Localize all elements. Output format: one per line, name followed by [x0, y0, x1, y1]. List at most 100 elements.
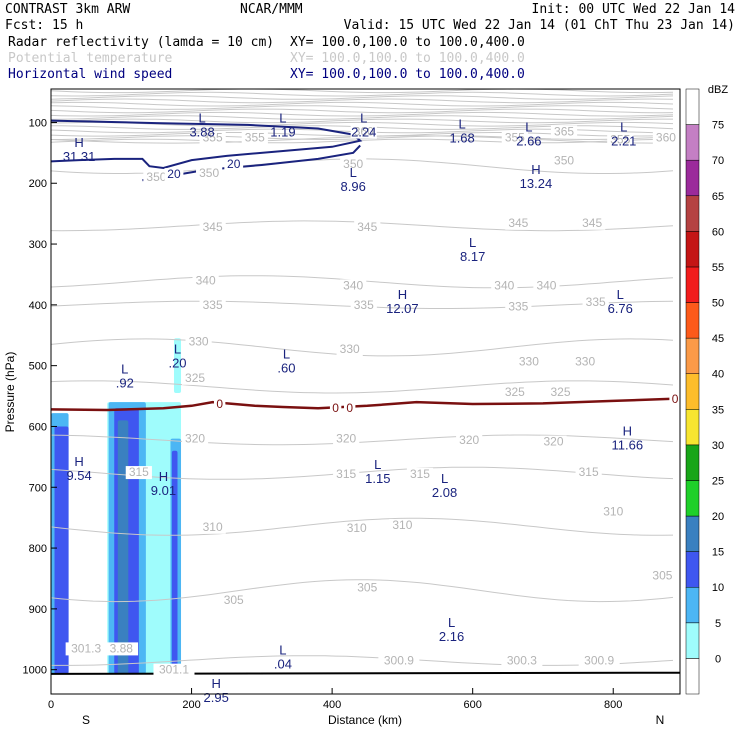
theta-contour-label: 325: [185, 371, 205, 385]
theta-contour-label: 305: [652, 568, 672, 582]
forecast-label: Fcst:: [5, 18, 44, 33]
field-name-reflectivity: Radar reflectivity (lamda = 10 cm): [8, 35, 274, 50]
colorbar-label: 75: [712, 120, 724, 132]
wind-extremum-value: 1.19: [270, 124, 295, 139]
theta-contour-line: [51, 655, 674, 666]
field-name-wind: Horizontal wind speed: [8, 67, 172, 82]
field-xy-reflectivity: XY= 100.0,100.0 to 100.0,400.0: [290, 35, 525, 50]
theta-contour-label: 320: [185, 432, 205, 446]
theta-contour-label-bg: [220, 593, 247, 607]
theta-contour-line: [51, 89, 674, 94]
colorbar-swatch: [685, 124, 700, 161]
wind-extremum-type: L: [459, 117, 466, 132]
theta-contour-label: 315: [336, 467, 356, 481]
theta-contour-label: 330: [340, 342, 360, 356]
theta-contour-label: 300.9: [584, 654, 614, 668]
init-time: Init: 00 UTC Wed 22 Jan 14: [532, 2, 736, 17]
wind-extremum-value: .92: [116, 376, 134, 391]
theta-contour-label-bg: [125, 466, 152, 480]
wind-extremum-type: L: [360, 110, 367, 125]
wind-isotach-line: [51, 119, 363, 170]
wind-contour-label: 20: [227, 157, 241, 171]
colorbar-swatch: [685, 622, 700, 659]
wind-extremum-value: .60: [277, 360, 295, 375]
theta-contour-line: [51, 101, 674, 107]
field-xy-theta: XY= 100.0,100.0 to 100.0,400.0: [290, 51, 525, 66]
theta-contour-label: 350: [199, 166, 219, 180]
theta-contour-line: [51, 115, 674, 120]
theta-contour-label: 330: [519, 354, 539, 368]
wind-extremum-type: L: [525, 120, 532, 135]
theta-contour-line: [51, 466, 674, 480]
ground-surface-line: [51, 671, 680, 675]
theta-contour-label: 340: [196, 274, 216, 288]
theta-contour-line: [51, 434, 674, 446]
theta-contour-label: 355: [203, 131, 223, 145]
theta-contour-label-bg: [547, 385, 574, 399]
colorbar-label: 5: [715, 618, 721, 630]
theta-contour-label: 340: [343, 278, 363, 292]
wind-extremum-value: 8.96: [341, 179, 366, 194]
theta-contour-label-bg: [575, 466, 602, 480]
wind-extremum-type: L: [198, 110, 205, 125]
theta-contour-label: 300.9: [384, 654, 414, 668]
wind-extremum-value: 2.24: [351, 124, 376, 139]
field-xy-wind: XY= 100.0,100.0 to 100.0,400.0: [290, 67, 525, 82]
theta-contour-label: 355: [610, 132, 630, 146]
dbz-colorbar: dBZ 0 5 10 15 20 25 30 35 40 45 50 55 60 65 70 75: [685, 84, 728, 695]
wind-extremum-type: H: [159, 469, 168, 484]
theta-contour-label-bg: [456, 433, 483, 447]
theta-contour-label-bg: [199, 131, 226, 145]
forecast-hour: 15 h: [52, 18, 83, 33]
wind-extremum-type: H: [211, 676, 220, 691]
theta-contour-label: 330: [575, 354, 595, 368]
colorbar-label: 70: [712, 155, 724, 167]
theta-contour-line: [51, 138, 674, 144]
wind-extremum-type: L: [279, 642, 286, 657]
freezing-level-label: 0: [346, 401, 353, 415]
y-tick-label: 900: [29, 604, 47, 616]
wind-extremum-value: 2.66: [516, 134, 541, 149]
wind-extremum-type: H: [398, 287, 407, 302]
colorbar-swatch: [685, 195, 700, 232]
colorbar-swatch: [685, 515, 700, 552]
theta-contour-label: 335: [586, 295, 606, 309]
theta-contour-label-bg: [354, 221, 381, 235]
theta-contour-label-bg: [343, 522, 370, 536]
wind-extremum-value: 31.31: [63, 149, 96, 164]
y-axis-label: Pressure (hPa): [3, 352, 17, 433]
colorbar-label: 0: [715, 653, 721, 665]
wind-extremum-type: H: [74, 135, 83, 150]
theta-contour-label-bg: [153, 663, 195, 677]
theta-contour-label-bg: [515, 355, 542, 369]
freezing-level-label-bg: [213, 397, 226, 411]
x-tick-label: 800: [604, 699, 622, 711]
theta-contour-label: 355: [245, 131, 265, 145]
wind-extremum-value: 1.15: [365, 471, 390, 486]
theta-contour-line: [51, 118, 673, 124]
theta-contour-label-bg: [350, 125, 377, 139]
field-labels: 355 355 360 355 365 355 360 350 350 350 350 345 345 3…: [63, 110, 681, 705]
theta-contour-label-bg: [550, 125, 578, 139]
theta-contour-label-bg: [578, 654, 620, 668]
reflectivity-column: [117, 420, 129, 674]
colorbar-swatch: [685, 551, 700, 588]
theta-contour-label-bg: [491, 279, 518, 293]
wind-extremum-type: L: [279, 110, 286, 125]
freezing-level: [51, 397, 680, 412]
theta-contour-label: 315: [410, 467, 430, 481]
theta-contour-label: 345: [203, 220, 223, 234]
colorbar-swatch: [685, 231, 700, 268]
colorbar-label: 35: [712, 404, 724, 416]
theta-contour-label: 355: [505, 131, 525, 145]
theta-contour-label: 320: [336, 432, 356, 446]
y-tick-label: 300: [29, 239, 47, 251]
freezing-level-line: [51, 397, 680, 412]
wind-extremum-type: H: [531, 162, 540, 177]
valid-time: Valid: 15 UTC Wed 22 Jan 14 (01 ChT Thu …: [344, 18, 735, 33]
theta-contour-label-bg: [607, 133, 634, 147]
wind-extremum-value: 8.17: [460, 249, 485, 264]
end-label-south: S: [82, 713, 90, 727]
theta-contour-line: [51, 91, 674, 97]
